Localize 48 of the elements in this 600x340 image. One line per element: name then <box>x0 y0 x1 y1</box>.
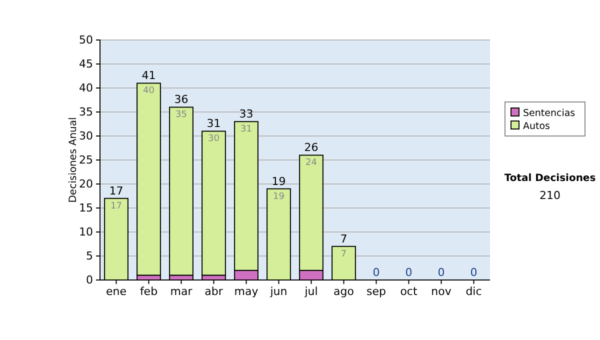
legend-label: Autos <box>523 121 550 132</box>
data-label: 31 <box>240 124 252 135</box>
y-tick-label: 20 <box>79 178 93 191</box>
total-label: 0 <box>470 266 478 279</box>
y-tick-label: 15 <box>79 202 93 215</box>
total-label: 19 <box>272 174 286 188</box>
data-label: 35 <box>176 110 187 120</box>
x-tick-label: ene <box>106 284 127 298</box>
y-tick-label: 50 <box>79 34 93 47</box>
total-label: 36 <box>174 93 188 106</box>
legend-label: Sentencias <box>523 108 576 119</box>
y-tick-label: 35 <box>79 106 93 119</box>
x-tick-label: jul <box>304 284 318 298</box>
y-tick-label: 40 <box>79 82 93 95</box>
y-tick-label: 10 <box>79 226 93 239</box>
data-label: 19 <box>273 192 285 202</box>
y-tick-label: 30 <box>79 130 93 143</box>
text: 210 <box>540 189 560 202</box>
x-tick-label: mar <box>170 284 193 298</box>
y-tick-label: 0 <box>86 274 93 287</box>
text: Total Decisiones <box>504 173 596 184</box>
data-label: 17 <box>110 201 122 212</box>
y-tick-label: 25 <box>79 154 93 167</box>
total-label: 0 <box>438 266 445 279</box>
x-tick-label: jun <box>269 284 288 298</box>
total-label: 0 <box>405 266 412 279</box>
y-tick-label: 45 <box>79 58 93 71</box>
x-tick-label: abr <box>204 284 224 298</box>
total-label: 26 <box>304 141 318 154</box>
total-label: 0 <box>372 266 380 279</box>
total-label: 17 <box>109 184 124 198</box>
total-label: 41 <box>142 69 156 82</box>
x-tick-label: oct <box>400 284 418 298</box>
data-label: 7 <box>340 249 347 260</box>
x-tick-label: nov <box>431 284 452 298</box>
x-tick-label: feb <box>140 284 158 298</box>
x-tick-label: sep <box>366 284 386 298</box>
y-axis-title: Decisiones Anual <box>68 117 79 203</box>
x-tick-label: ago <box>334 284 354 298</box>
data-label: 24 <box>306 158 318 168</box>
y-tick-label: 5 <box>86 250 93 263</box>
total-label: 33 <box>239 108 254 121</box>
data-label: 40 <box>143 86 155 96</box>
x-tick-label: dic <box>466 284 482 298</box>
total-label: 31 <box>206 117 221 130</box>
x-tick-label: may <box>234 284 259 298</box>
data-label: 30 <box>208 134 220 144</box>
total-label: 7 <box>340 232 348 246</box>
